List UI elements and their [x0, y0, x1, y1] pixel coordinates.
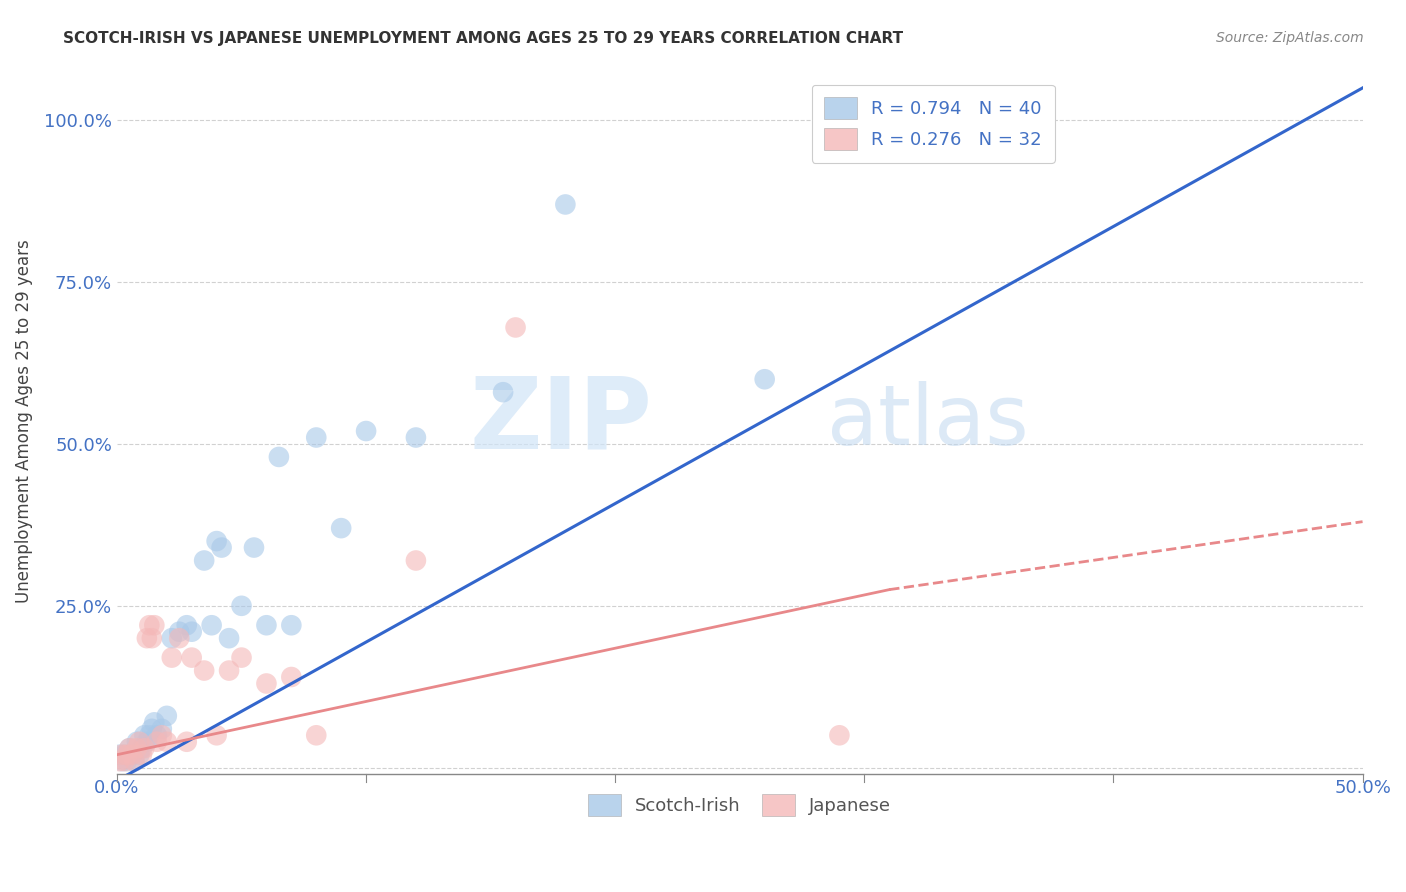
Point [141, 631, 163, 645]
Point [267, 450, 290, 464]
Point [128, 747, 150, 762]
Point [1028, 100, 1050, 114]
Point [354, 424, 377, 438]
Point [160, 631, 183, 645]
Point [167, 631, 190, 645]
Point [405, 553, 427, 567]
Point [211, 541, 233, 555]
Point [115, 747, 138, 762]
Point [124, 754, 146, 768]
Point [156, 709, 179, 723]
Point [754, 372, 776, 386]
Point [305, 430, 328, 444]
Text: atlas: atlas [827, 381, 1029, 462]
Point [134, 728, 156, 742]
Point [108, 754, 131, 768]
Point [135, 735, 157, 749]
Point [143, 715, 166, 730]
Point [146, 728, 169, 742]
Point [828, 728, 851, 742]
Point [108, 747, 131, 762]
Point [218, 631, 240, 645]
Point [111, 754, 134, 768]
Point [256, 676, 278, 690]
Point [492, 385, 515, 400]
Point [138, 618, 160, 632]
Point [121, 747, 143, 762]
Point [134, 741, 156, 756]
Point [305, 728, 328, 742]
Point [125, 741, 148, 756]
Point [176, 735, 198, 749]
Point [205, 534, 228, 549]
Point [231, 650, 253, 665]
Point [405, 430, 427, 444]
Point [131, 741, 153, 756]
Point [180, 650, 202, 665]
Point [141, 722, 163, 736]
Text: Source: ZipAtlas.com: Source: ZipAtlas.com [1216, 31, 1364, 45]
Point [125, 735, 148, 749]
Point [150, 722, 173, 736]
Point [114, 747, 136, 762]
Point [128, 735, 150, 749]
Point [111, 747, 134, 762]
Point [180, 624, 202, 639]
Point [231, 599, 253, 613]
Point [554, 197, 576, 211]
Point [176, 618, 198, 632]
Point [115, 754, 138, 768]
Point [118, 741, 141, 756]
Point [256, 618, 278, 632]
Point [280, 618, 302, 632]
Point [138, 728, 160, 742]
Point [156, 735, 179, 749]
Point [218, 664, 240, 678]
Point [131, 747, 153, 762]
Point [243, 541, 266, 555]
Point [121, 747, 143, 762]
Point [193, 553, 215, 567]
Point [505, 320, 527, 334]
Point [201, 618, 224, 632]
Text: ZIP: ZIP [470, 373, 652, 470]
Point [205, 728, 228, 742]
Point [330, 521, 353, 535]
Point [280, 670, 302, 684]
Point [143, 618, 166, 632]
Point [118, 741, 141, 756]
Y-axis label: Unemployment Among Ages 25 to 29 years: Unemployment Among Ages 25 to 29 years [15, 239, 32, 603]
Legend: Scotch-Irish, Japanese: Scotch-Irish, Japanese [579, 785, 900, 825]
Point [146, 735, 169, 749]
Point [124, 754, 146, 768]
Point [150, 728, 173, 742]
Point [167, 624, 190, 639]
Point [135, 631, 157, 645]
Point [160, 650, 183, 665]
Point [193, 664, 215, 678]
Text: SCOTCH-IRISH VS JAPANESE UNEMPLOYMENT AMONG AGES 25 TO 29 YEARS CORRELATION CHAR: SCOTCH-IRISH VS JAPANESE UNEMPLOYMENT AM… [63, 31, 904, 46]
Point [114, 754, 136, 768]
